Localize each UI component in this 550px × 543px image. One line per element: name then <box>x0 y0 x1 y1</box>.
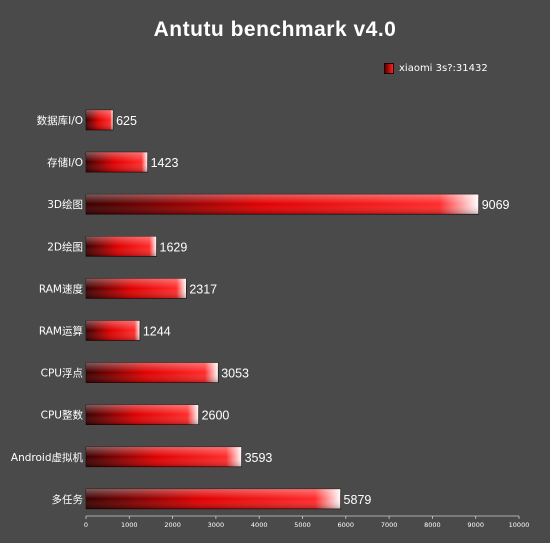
category-label: CPU整数 <box>41 409 84 422</box>
bar-gloss <box>86 362 219 383</box>
category-label: 数据库I/O <box>37 114 83 127</box>
category-label: CPU浮点 <box>41 368 83 380</box>
value-label: 3593 <box>245 451 273 465</box>
x-tick-label: 9000 <box>467 521 484 529</box>
x-tick-label: 7000 <box>381 521 398 529</box>
bar-gloss <box>86 488 341 509</box>
value-label: 1629 <box>160 240 188 254</box>
bar-gloss <box>86 320 140 341</box>
legend-swatch <box>384 63 394 74</box>
category-label: RAM运算 <box>39 325 83 338</box>
x-tick-label: 8000 <box>424 521 441 529</box>
bar-gloss <box>86 194 479 215</box>
value-label: 5879 <box>344 493 372 507</box>
x-tick-label: 2000 <box>164 521 181 529</box>
value-label: 2317 <box>189 282 217 296</box>
bar-gloss <box>86 236 157 257</box>
x-tick-label: 1000 <box>121 521 138 529</box>
category-label: 存储I/O <box>47 156 83 169</box>
x-tick-label: 5000 <box>294 521 311 529</box>
legend-label: xiaomi 3s?:31432 <box>399 63 488 74</box>
category-label: RAM速度 <box>39 282 84 295</box>
x-tick-label: 3000 <box>208 521 225 529</box>
bar-group: RAM速度 2317 <box>39 278 217 299</box>
x-tick-label: 0 <box>84 521 88 529</box>
category-label: Android虚拟机 <box>11 451 84 464</box>
bar-group: CPU整数 2600 <box>41 404 230 426</box>
x-tick-label: 10000 <box>509 521 530 529</box>
category-label: 3D绘图 <box>47 198 83 211</box>
bar-group: 3D绘图 9069 <box>47 193 510 215</box>
bar-gloss <box>86 446 242 467</box>
value-label: 1423 <box>151 156 179 170</box>
bar-group: 数据库I/O 625 <box>37 109 137 131</box>
value-label: 3053 <box>221 367 249 381</box>
bar-group: RAM运算 1244 <box>39 320 171 341</box>
bar-group: CPU浮点 3053 <box>41 362 249 383</box>
bar-group: 存储I/O 1423 <box>47 151 179 173</box>
bar-group: Android虚拟机 3593 <box>11 446 273 468</box>
bar-gloss <box>86 278 187 299</box>
bar-gloss <box>86 404 199 425</box>
value-label: 625 <box>116 114 137 128</box>
category-label: 多任务 <box>52 493 84 506</box>
bar-group: 2D绘图 1629 <box>47 236 188 257</box>
bar-gloss <box>86 110 114 130</box>
category-label: 2D绘图 <box>47 240 83 253</box>
bar-gloss <box>86 152 148 173</box>
value-label: 2600 <box>202 409 230 423</box>
x-tick-label: 6000 <box>338 521 355 529</box>
chart-title: Antutu benchmark v4.0 <box>153 18 397 41</box>
value-label: 9069 <box>482 198 510 212</box>
x-tick-label: 4000 <box>251 521 268 529</box>
legend: xiaomi 3s?:31432 <box>384 63 488 74</box>
bar-group: 多任务 5879 <box>52 488 372 510</box>
value-label: 1244 <box>143 325 171 339</box>
